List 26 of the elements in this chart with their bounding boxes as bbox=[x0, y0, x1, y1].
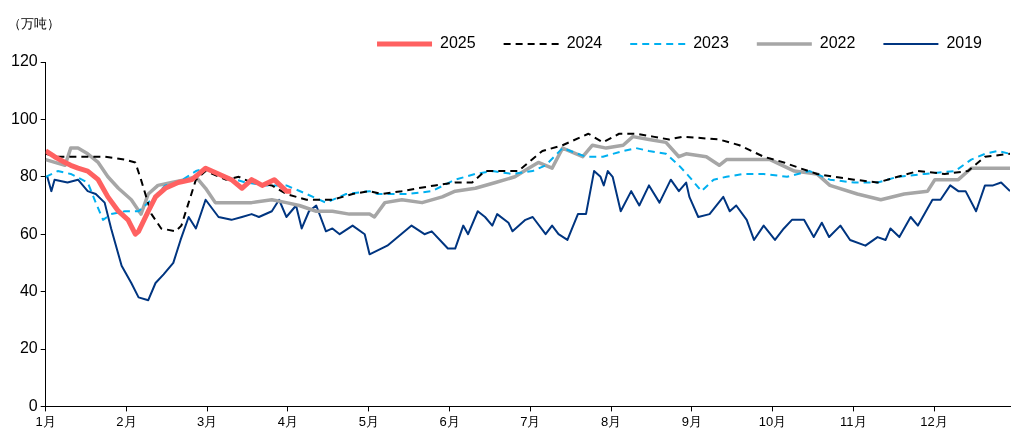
x-tick-label: 1月 bbox=[35, 413, 56, 429]
y-axis-title: （万吨） bbox=[8, 15, 60, 31]
y-tick-label: 40 bbox=[19, 282, 38, 300]
legend-label: 2023 bbox=[693, 34, 729, 52]
x-tick-label: 4月 bbox=[277, 413, 299, 429]
x-tick-label: 2月 bbox=[116, 413, 137, 429]
legend-label: 2022 bbox=[819, 34, 856, 52]
y-tick-label: 100 bbox=[10, 109, 38, 127]
x-tick-label: 11月 bbox=[840, 413, 867, 429]
y-tick-label: 0 bbox=[28, 396, 38, 414]
y-tick-label: 80 bbox=[19, 167, 38, 185]
x-tick-label: 8月 bbox=[600, 413, 622, 429]
y-tick-label: 60 bbox=[19, 224, 38, 242]
x-tick-label: 5月 bbox=[358, 413, 379, 429]
x-tick-label: 9月 bbox=[681, 413, 702, 429]
legend-label: 2024 bbox=[566, 34, 603, 52]
x-tick-label: 3月 bbox=[197, 413, 218, 429]
x-tick-label: 12月 bbox=[920, 413, 948, 429]
x-tick-label: 7月 bbox=[520, 413, 541, 429]
legend-label: 2019 bbox=[946, 34, 983, 52]
x-tick-label: 6月 bbox=[439, 413, 460, 429]
legend-label: 2025 bbox=[440, 34, 476, 52]
line-series bbox=[45, 147, 1010, 221]
x-tick-label: 10月 bbox=[758, 413, 787, 429]
y-tick-label: 120 bbox=[10, 52, 38, 70]
y-tick-label: 20 bbox=[19, 339, 38, 357]
